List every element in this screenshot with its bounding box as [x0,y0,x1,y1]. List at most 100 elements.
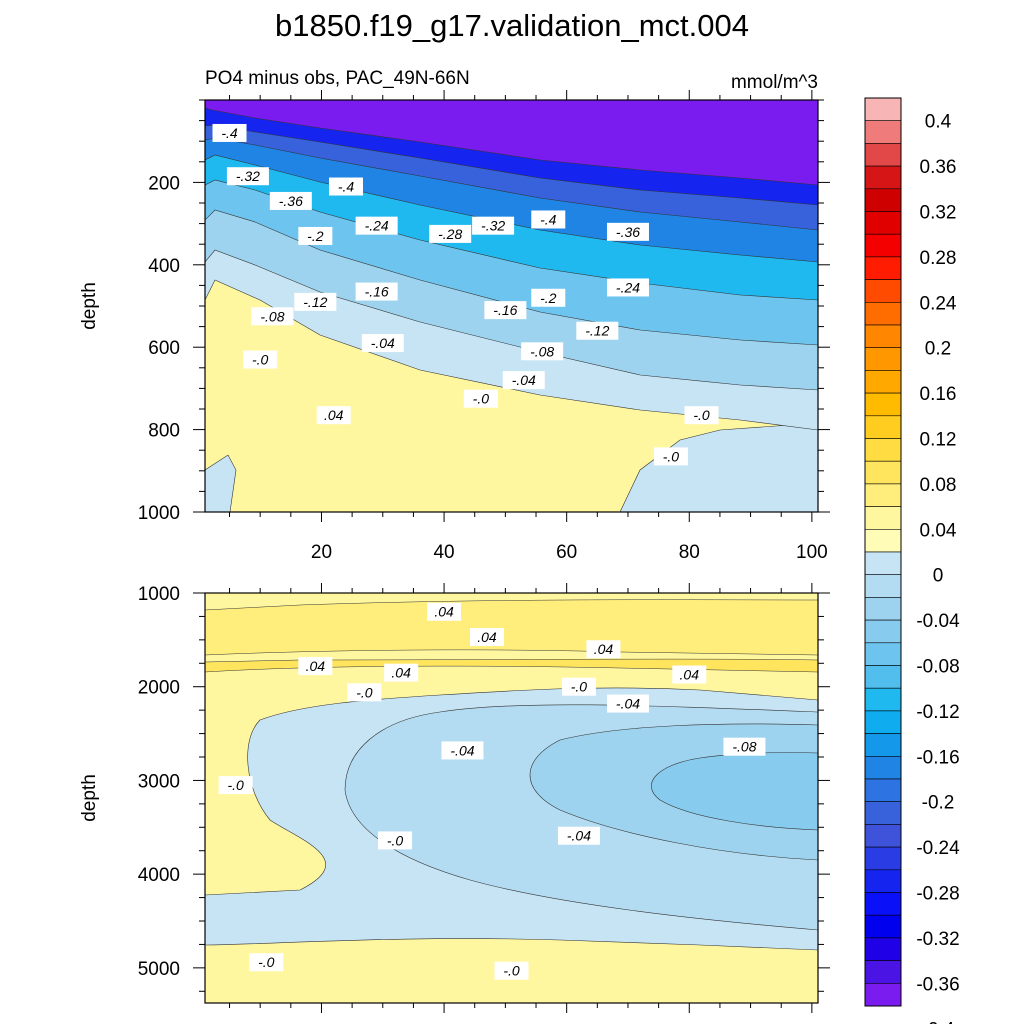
contour-label: -.08 [723,737,766,756]
contour-label-bg [441,741,484,760]
colorbar-swatch [864,574,902,598]
contour-label-bg [494,961,529,980]
contour-label: -.04 [441,741,484,760]
contour-label: -.24 [606,278,649,297]
contour-label: .04 [316,406,351,425]
colorbar-swatch [864,687,902,712]
colorbar-label: 0 [933,566,944,587]
contour-label-text: -.04 [371,335,395,351]
contour-label: -.36 [606,222,649,241]
contour-label-text: -.0 [356,684,373,700]
contour-label-text: -.2 [307,228,324,244]
contour-label: -.16 [484,301,527,320]
contour-label: .04 [469,628,504,647]
colorbar-label: -0.08 [916,657,959,678]
contour-label: -.12 [576,321,619,340]
contour-label-bg [561,677,596,696]
contour-label-bg [606,694,649,713]
contour-label-text: -.16 [365,284,389,300]
contour-label-text: -.4 [540,211,557,227]
contour-label-text: -.0 [387,832,404,848]
contour-label-text: .04 [594,641,614,657]
contour-label: -.0 [684,406,719,425]
colorbar-label: -0.2 [922,793,955,814]
colorbar-swatch [864,755,902,780]
contour-label-bg [586,640,621,659]
colorbar-swatch [864,778,902,803]
y-tick-label: 3000 [138,771,180,792]
colorbar [864,97,902,1007]
contour-label-bg [355,282,398,301]
contour-label-bg [723,737,766,756]
upper-ticks: 20 40 60 80 100 200 400 600 800 1000 [138,90,830,563]
contour-label-bg [347,683,382,702]
contour-label-text: -.04 [450,742,474,758]
x-tick-label: 20 [311,542,332,563]
contour-label: .04 [298,657,333,676]
contour-label-text: -.16 [493,302,517,318]
colorbar-label: 0.28 [920,248,957,269]
contour-label-bg [606,222,649,241]
colorbar-swatch [864,301,902,326]
contour-label-text: -.32 [481,218,505,234]
contour-label-text: -.36 [616,224,640,240]
contour-label: .04 [384,663,419,682]
colorbar-label: 0.12 [920,430,957,451]
lower-ticks: 1000 2000 3000 4000 5000 [138,583,830,1013]
y-tick-label: 5000 [138,959,180,980]
colorbar-swatch [864,256,902,280]
contour-label: -.0 [249,953,284,972]
contour-label-bg [427,602,462,621]
contour-label-bg [653,447,688,466]
colorbar-swatch [864,528,902,553]
contour-label-bg [361,334,404,353]
y-tick-label: 2000 [138,678,180,699]
contour-label-bg [521,342,564,361]
contour-label-bg [384,663,419,682]
contour-label-bg [218,776,253,795]
contour-label-bg [469,628,504,647]
colorbar-swatch [864,733,902,757]
contour-label: -.0 [561,677,596,696]
contour-label-bg [502,371,545,390]
contour-label-text: .04 [680,667,700,683]
contour-label: .04 [672,665,707,684]
x-tick-label: 40 [433,542,454,563]
contour-label-bg [298,226,333,245]
colorbar-swatch [864,824,902,848]
colorbar-label: 0.04 [920,520,957,541]
contour-label-text: .04 [306,658,326,674]
contour-label-text: -.12 [585,323,609,339]
colorbar-swatch [864,801,902,825]
contour-label: -.0 [653,447,688,466]
contour-label: -.04 [361,334,404,353]
contour-label-text: -.0 [227,777,244,793]
contour-label-text: -.0 [252,352,269,368]
contour-label-text: -.04 [512,372,536,388]
colorbar-label: 0.4 [925,112,952,133]
contour-label-text: -.24 [616,279,640,295]
colorbar-swatch [864,97,902,122]
contour-label: -.32 [472,216,515,235]
upper-field [205,100,818,512]
colorbar-swatch [864,143,902,167]
contour-label-text: -.04 [567,828,591,844]
colorbar-swatch [864,460,902,485]
colorbar-swatch [864,665,902,689]
contour-label-bg [472,216,515,235]
y-tick-label: 600 [148,338,180,359]
contour-label-text: -.2 [540,290,557,306]
contour-label: -.4 [328,177,363,196]
colorbar-swatch [864,914,902,939]
contour-label: -.4 [212,123,247,142]
colorbar-label: 0.32 [920,203,957,224]
colorbar-label: 0.2 [925,339,951,360]
contour-label-text: -.12 [303,294,327,310]
colorbar-label: -0.04 [916,611,960,632]
contour-label: -.2 [531,288,566,307]
figure-title: b1850.f19_g17.validation_mct.004 [275,8,749,43]
contour-label: -.28 [429,224,472,243]
colorbar-swatch [864,597,902,621]
colorbar-swatch [864,211,902,235]
y-tick-label: 4000 [138,865,180,886]
